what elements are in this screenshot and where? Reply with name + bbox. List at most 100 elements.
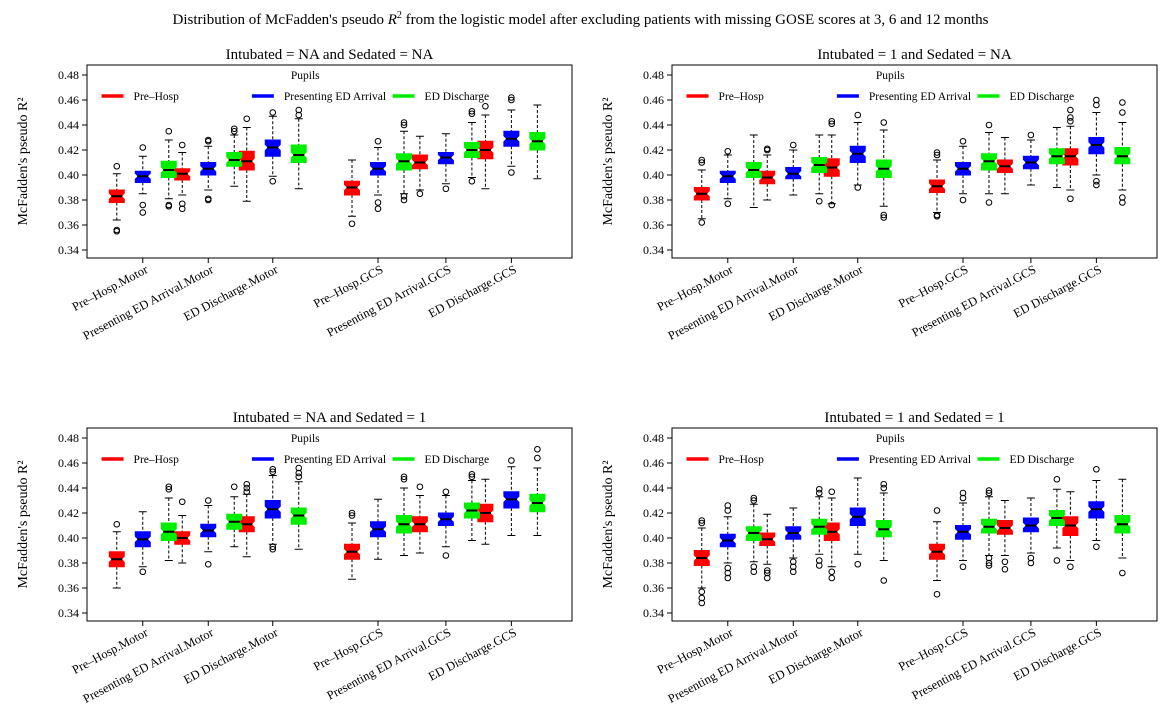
outlier-point [959, 563, 967, 571]
box-3-4 [981, 121, 997, 206]
outlier-point [165, 202, 173, 210]
outlier-point [959, 196, 967, 204]
outlier-point [698, 219, 706, 226]
outlier-point [815, 557, 823, 564]
box-2-2 [785, 507, 802, 576]
outlier-point [698, 159, 706, 166]
outlier-point [269, 465, 277, 473]
outlier-point [724, 147, 732, 155]
y-tick-label: 0.44 [58, 118, 79, 132]
outlier-point [1027, 559, 1035, 567]
box-3-5 [1048, 127, 1065, 188]
box-3-1 [160, 127, 177, 210]
y-tick-label: 0.36 [58, 581, 79, 595]
outlier-point [204, 560, 212, 568]
outlier-point [724, 200, 732, 208]
box-2-3 [849, 111, 866, 191]
outlier-point [1001, 558, 1009, 566]
outlier-point [985, 121, 993, 129]
legend-label: Presenting ED Arrival [284, 454, 386, 466]
legend-label: Pre–Hosp [134, 454, 180, 466]
box-2-4 [370, 137, 386, 213]
legend-label: ED Discharge [425, 91, 490, 103]
outlier-point [348, 512, 356, 519]
outlier-point [400, 473, 408, 481]
box-1-6 [477, 102, 494, 190]
box-1-2 [759, 145, 776, 201]
box-1-2 [759, 513, 776, 582]
box-1-6 [1062, 491, 1079, 571]
box-1-1 [693, 517, 710, 607]
x-tick-label: Presenting ED Arrival.GCS [324, 625, 453, 702]
y-tick-label: 0.36 [643, 218, 664, 232]
figure-title-sup: 2 [396, 10, 402, 21]
outlier-point [295, 464, 303, 472]
chart-panel-4: Intubated = 1 and Sedated = 1 0.34 0.36 0.3… [601, 410, 1158, 706]
outlier-point [854, 184, 862, 191]
box-3-4 [981, 487, 997, 569]
box-1-4 [344, 509, 360, 580]
x-tick-label: Presenting ED Arrival.GCS [324, 262, 453, 339]
panel-title: Intubated = 1 and Sedated = NA [817, 47, 1012, 63]
outlier-point [416, 483, 424, 491]
box-2-1 [134, 144, 151, 216]
outlier-point [763, 145, 771, 153]
y-tick-label: 0.42 [58, 506, 79, 520]
outlier-point [985, 199, 993, 206]
outlier-point [815, 489, 823, 497]
y-tick-label: 0.34 [58, 606, 79, 620]
outlier-point [178, 200, 186, 208]
outlier-point [1027, 131, 1035, 139]
outlier-point [139, 209, 147, 216]
box-1-5 [996, 500, 1013, 573]
y-tick-label: 0.46 [58, 93, 79, 107]
figure-title-suffix: from the logistic model after excluding … [401, 12, 989, 28]
outlier-point [880, 119, 888, 126]
outlier-point [698, 599, 706, 607]
outlier-point [750, 568, 758, 576]
box-1-3 [823, 117, 840, 209]
outlier-point [1001, 565, 1009, 573]
plot-frame [671, 427, 1158, 622]
y-tick-label: 0.48 [58, 431, 79, 445]
outlier-point [854, 560, 862, 568]
outlier-point [442, 185, 450, 193]
x-tick-label: Presenting ED Arrival.GCS [909, 625, 1038, 702]
legend-label: Pre–Hosp [719, 454, 765, 466]
box-3-5 [463, 470, 480, 541]
box-3-6 [529, 104, 546, 180]
box-1-3 [238, 115, 255, 202]
outlier-point [508, 96, 515, 104]
box-body [290, 144, 307, 163]
outlier-point [1093, 101, 1100, 109]
outlier-point [959, 137, 967, 145]
box-3-2 [811, 485, 828, 569]
outlier-point [750, 494, 758, 502]
outlier-point [1067, 114, 1074, 121]
box-3-6 [529, 445, 546, 536]
y-tick-label: 0.40 [58, 531, 79, 545]
y-tick-label: 0.34 [643, 606, 664, 620]
y-tick-label: 0.48 [58, 68, 79, 82]
outlier-point [374, 137, 382, 145]
legend-label: Pre–Hosp [719, 91, 765, 103]
outlier-point [295, 111, 303, 119]
legend-title: Pupils [291, 70, 320, 82]
outlier-point [985, 554, 993, 562]
outlier-point [269, 545, 277, 553]
panel-title: Intubated = 1 and Sedated = 1 [824, 410, 1004, 426]
y-tick-label: 0.36 [643, 581, 664, 595]
panel-title: Intubated = NA and Sedated = 1 [233, 410, 427, 426]
outlier-point [933, 149, 941, 156]
outlier-point [1093, 181, 1100, 189]
box-1-4 [929, 507, 945, 598]
y-tick-label: 0.44 [643, 481, 664, 495]
box-1-6 [477, 478, 494, 545]
box-2-3 [264, 109, 281, 185]
outlier-point [750, 563, 758, 571]
y-tick-label: 0.46 [58, 456, 79, 470]
box-2-2 [200, 497, 217, 568]
outlier-point [933, 212, 941, 220]
outlier-point [113, 520, 121, 528]
legend-label: ED Discharge [1010, 454, 1075, 466]
